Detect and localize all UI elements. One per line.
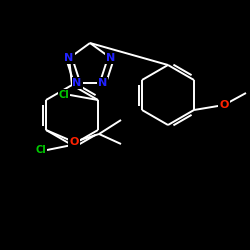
Text: Cl: Cl [58,90,69,100]
Text: O: O [69,137,79,147]
Text: Cl: Cl [36,145,46,155]
Text: N: N [106,53,116,63]
Text: N: N [72,78,82,88]
Text: N: N [64,53,74,63]
Text: O: O [219,100,229,110]
Text: N: N [98,78,108,88]
